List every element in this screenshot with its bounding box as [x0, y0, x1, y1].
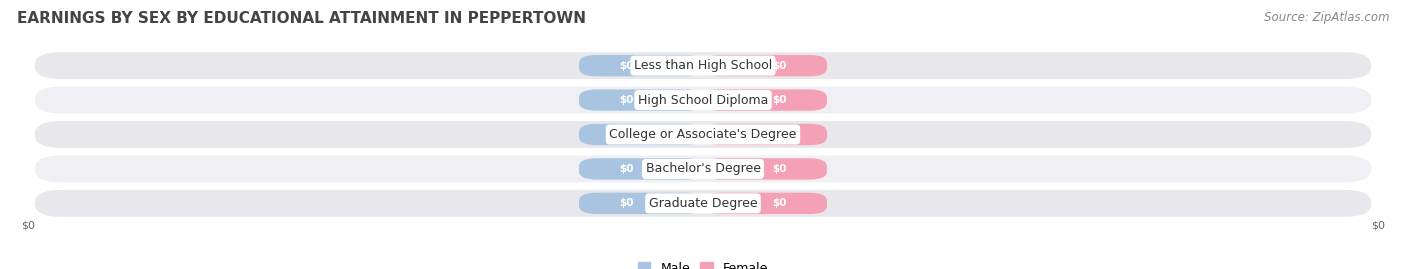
- Text: Bachelor's Degree: Bachelor's Degree: [645, 162, 761, 175]
- Text: $0: $0: [619, 95, 633, 105]
- Text: $0: $0: [773, 129, 787, 140]
- Text: $0: $0: [619, 129, 633, 140]
- Text: $0: $0: [773, 198, 787, 208]
- FancyBboxPatch shape: [579, 89, 703, 111]
- Text: High School Diploma: High School Diploma: [638, 94, 768, 107]
- FancyBboxPatch shape: [35, 87, 1371, 114]
- Text: $0: $0: [21, 221, 35, 231]
- FancyBboxPatch shape: [703, 193, 827, 214]
- Text: $0: $0: [773, 95, 787, 105]
- Text: College or Associate's Degree: College or Associate's Degree: [609, 128, 797, 141]
- Text: Source: ZipAtlas.com: Source: ZipAtlas.com: [1264, 11, 1389, 24]
- FancyBboxPatch shape: [579, 193, 703, 214]
- Text: EARNINGS BY SEX BY EDUCATIONAL ATTAINMENT IN PEPPERTOWN: EARNINGS BY SEX BY EDUCATIONAL ATTAINMEN…: [17, 11, 586, 26]
- FancyBboxPatch shape: [35, 121, 1371, 148]
- FancyBboxPatch shape: [579, 55, 703, 76]
- Legend: Male, Female: Male, Female: [638, 261, 768, 269]
- FancyBboxPatch shape: [703, 158, 827, 180]
- Text: $0: $0: [619, 61, 633, 71]
- FancyBboxPatch shape: [35, 52, 1371, 79]
- FancyBboxPatch shape: [35, 190, 1371, 217]
- Text: $0: $0: [1371, 221, 1385, 231]
- FancyBboxPatch shape: [703, 55, 827, 76]
- FancyBboxPatch shape: [579, 124, 703, 145]
- Text: $0: $0: [619, 198, 633, 208]
- Text: $0: $0: [773, 164, 787, 174]
- FancyBboxPatch shape: [35, 155, 1371, 182]
- Text: $0: $0: [619, 164, 633, 174]
- Text: Less than High School: Less than High School: [634, 59, 772, 72]
- FancyBboxPatch shape: [703, 124, 827, 145]
- FancyBboxPatch shape: [703, 89, 827, 111]
- FancyBboxPatch shape: [579, 158, 703, 180]
- Text: Graduate Degree: Graduate Degree: [648, 197, 758, 210]
- Text: $0: $0: [773, 61, 787, 71]
